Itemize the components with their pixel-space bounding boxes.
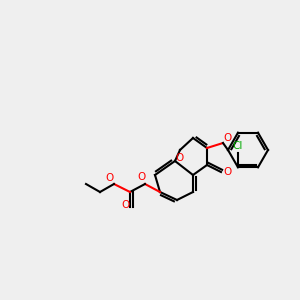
Text: O: O [106, 173, 114, 183]
Text: Cl: Cl [233, 141, 243, 151]
Text: O: O [138, 172, 146, 182]
Text: O: O [175, 153, 183, 163]
Text: O: O [224, 167, 232, 177]
Text: O: O [121, 200, 129, 210]
Text: O: O [223, 133, 231, 143]
